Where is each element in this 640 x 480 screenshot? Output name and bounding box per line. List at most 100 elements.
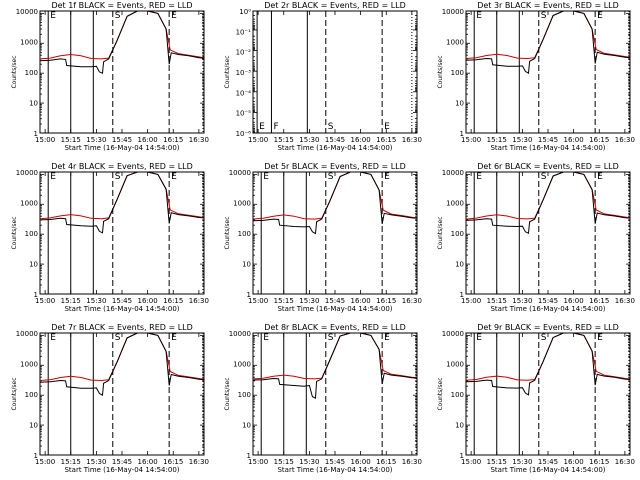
x-tick-label: 16:15 [376, 458, 396, 466]
y-axis-title: Counts/sec [437, 377, 444, 410]
panel-3: Det 3r BLACK = Events, RED = LLD 1 10 100 10… [437, 1, 635, 152]
x-tick-label: 16:30 [402, 136, 422, 144]
y-tick-label: 10 [455, 100, 464, 108]
panel-6: Det 6r BLACK = Events, RED = LLD 1 10 100 10… [437, 162, 635, 313]
time-marker-label: E [171, 172, 177, 182]
panel-title: Det 2r BLACK = Events, RED = LLD [264, 1, 406, 10]
panel-title: Det 1f BLACK = Events, RED = LLD [51, 1, 192, 10]
time-marker-label: E [263, 333, 269, 343]
x-tick-label: 15:15 [274, 297, 294, 305]
panel-8: Det 8r BLACK = Events, RED = LLD 1 10 100 10… [224, 323, 422, 474]
series-events-line [40, 11, 204, 74]
x-tick-label: 15:15 [61, 136, 81, 144]
x-tick-label: 15:30 [512, 136, 532, 144]
y-tick-label: 10⁰ [239, 8, 251, 16]
y-tick-label: 1000 [20, 361, 38, 369]
series-lld-line [466, 333, 630, 381]
y-tick-label: 1 [460, 130, 464, 138]
panel-title: Det 5r BLACK = Events, RED = LLD [264, 162, 406, 171]
y-tick-label: 10 [242, 261, 251, 269]
y-tick-label: 1 [247, 452, 251, 460]
y-tick-label: 10000 [442, 169, 464, 177]
x-tick-label: 16:00 [351, 297, 371, 305]
x-axis-title: Start Time (16-May-04 14:54:00) [277, 466, 392, 474]
x-tick-label: 16:15 [589, 458, 609, 466]
y-tick-label: 10⁻⁴ [236, 89, 252, 97]
series-events-line [253, 333, 417, 399]
x-tick-label: 15:00 [248, 297, 268, 305]
time-marker-label: E [384, 172, 390, 182]
x-axis-title: Start Time (16-May-04 14:54:00) [277, 305, 392, 313]
panel-title: Det 7r BLACK = Events, RED = LLD [51, 323, 193, 332]
y-tick-label: 10 [455, 422, 464, 430]
x-tick-label: 16:15 [589, 136, 609, 144]
time-marker-label: E [476, 172, 482, 182]
x-axis-title: Start Time (16-May-04 14:54:00) [277, 144, 392, 152]
x-tick-label: 15:45 [325, 136, 345, 144]
y-tick-label: 10⁻¹ [236, 28, 252, 36]
x-tick-label: 15:00 [461, 297, 481, 305]
y-tick-label: 10000 [442, 330, 464, 338]
series-lld-line [466, 172, 630, 220]
time-marker-label: E [476, 11, 482, 21]
y-tick-label: 1000 [233, 200, 251, 208]
time-marker-label: E [259, 122, 265, 132]
series-events-line [40, 333, 204, 397]
y-tick-label: 10 [455, 261, 464, 269]
x-tick-label: 15:00 [248, 458, 268, 466]
time-marker-label: S [328, 333, 334, 343]
y-tick-label: 1000 [233, 361, 251, 369]
x-tick-label: 15:15 [274, 458, 294, 466]
x-tick-label: 16:00 [138, 136, 158, 144]
series-lld-line [40, 333, 204, 382]
x-tick-label: 15:45 [112, 136, 132, 144]
series-events-line [466, 11, 630, 75]
x-tick-label: 15:15 [487, 297, 507, 305]
x-tick-label: 16:00 [351, 458, 371, 466]
x-tick-label: 15:00 [248, 136, 268, 144]
time-marker-label: S [115, 172, 121, 182]
panel-1: Det 1f BLACK = Events, RED = LLD 1 10 100 10… [11, 1, 209, 152]
x-tick-label: 15:15 [274, 136, 294, 144]
x-tick-label: 15:45 [325, 297, 345, 305]
x-tick-label: 16:15 [163, 458, 183, 466]
series-events-line [40, 172, 204, 234]
x-tick-label: 16:15 [376, 297, 396, 305]
time-marker-label: E [50, 333, 56, 343]
x-tick-label: 16:00 [138, 458, 158, 466]
x-tick-label: 15:15 [487, 458, 507, 466]
x-tick-label: 16:15 [589, 297, 609, 305]
x-tick-label: 15:30 [86, 136, 106, 144]
y-tick-label: 10⁻² [236, 49, 252, 57]
time-marker-label: S [115, 333, 121, 343]
x-tick-label: 16:00 [564, 458, 584, 466]
time-marker-label: E [263, 172, 269, 182]
x-tick-label: 15:00 [35, 297, 55, 305]
time-marker-label: F [273, 122, 278, 132]
plot-frame [465, 10, 631, 134]
panel-2: Det 2r BLACK = Events, RED = LLD 10⁻⁶ 10⁻⁵… [224, 1, 422, 152]
x-tick-label: 16:15 [163, 297, 183, 305]
time-marker-label: E [171, 11, 177, 21]
y-tick-label: 100 [25, 230, 38, 238]
y-tick-label: 1 [460, 291, 464, 299]
y-tick-label: 100 [238, 391, 251, 399]
series-lld-line [466, 11, 630, 60]
y-tick-label: 1000 [446, 361, 464, 369]
y-axis-title: Counts/sec [11, 216, 18, 249]
y-tick-label: 10000 [16, 169, 38, 177]
y-tick-label: 1 [34, 291, 38, 299]
y-tick-label: 10 [29, 422, 38, 430]
x-tick-label: 15:00 [461, 458, 481, 466]
y-tick-label: 10000 [16, 8, 38, 16]
y-axis-title: Counts/sec [11, 55, 18, 88]
x-tick-label: 15:30 [299, 136, 319, 144]
series-lld-line [40, 11, 204, 60]
y-tick-label: 1 [460, 452, 464, 460]
time-marker-label: S [541, 333, 547, 343]
series-lld-line [253, 172, 417, 220]
y-tick-label: 10⁻⁵ [236, 110, 252, 118]
y-tick-label: 1 [247, 291, 251, 299]
x-tick-label: 16:30 [402, 297, 422, 305]
